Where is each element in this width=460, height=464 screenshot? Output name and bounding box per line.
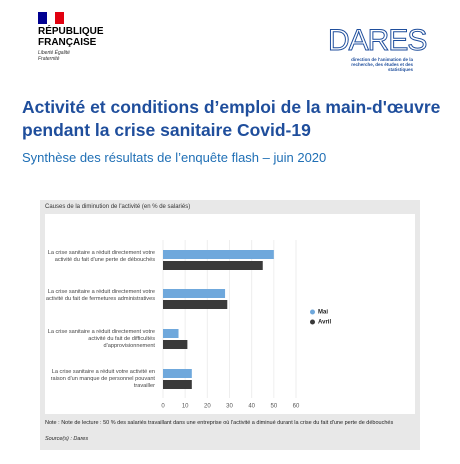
x-tick-label: 10 xyxy=(182,404,189,410)
bar xyxy=(163,300,228,309)
legend-swatch xyxy=(310,309,315,315)
y-tick-label: La crise sanitaire a réduit directement … xyxy=(47,329,155,349)
flag xyxy=(38,12,64,24)
bar xyxy=(163,250,274,259)
y-tick-label: La crise sanitaire a réduit directement … xyxy=(45,289,155,302)
x-tick-label: 50 xyxy=(270,404,277,410)
bar xyxy=(163,369,192,378)
x-tick-label: 40 xyxy=(248,404,255,410)
legend-swatch xyxy=(310,319,315,325)
bar xyxy=(163,289,226,298)
note: Note : Note de lecture : 50 % des salari… xyxy=(45,420,394,426)
x-tick-label: 60 xyxy=(293,404,300,410)
bar xyxy=(163,261,263,270)
logo: DARES xyxy=(327,24,427,57)
x-tick-label: 20 xyxy=(204,404,211,410)
republique: RÉPUBLIQUE FRANÇAISE xyxy=(38,26,104,48)
y-tick-label: La crise sanitaire a réduit votre activi… xyxy=(50,369,155,389)
x-tick-label: 30 xyxy=(226,404,233,410)
chart: 0 10 20 30 40 50 60 Mai Avril xyxy=(45,214,415,414)
legend-label: Avril xyxy=(318,320,331,326)
subtitle: Synthèse des résultats de l’enquête flas… xyxy=(22,150,327,165)
y-tick-label: La crise sanitaire a réduit directement … xyxy=(47,250,155,263)
bar xyxy=(163,340,188,349)
chart-title: Causes de la diminution de l'activité (e… xyxy=(45,204,191,210)
title: Activité et conditions d’emploi de la ma… xyxy=(22,97,441,140)
legend-label: Mai xyxy=(318,310,328,316)
bar xyxy=(163,329,179,338)
logo-subtitle: direction de l'animation de la recherche… xyxy=(351,57,413,72)
bar xyxy=(163,380,192,389)
source: Source(s) : Dares xyxy=(45,436,89,442)
devise: Liberté Égalité Fraternité xyxy=(38,50,70,62)
x-tick-label: 0 xyxy=(161,404,165,410)
